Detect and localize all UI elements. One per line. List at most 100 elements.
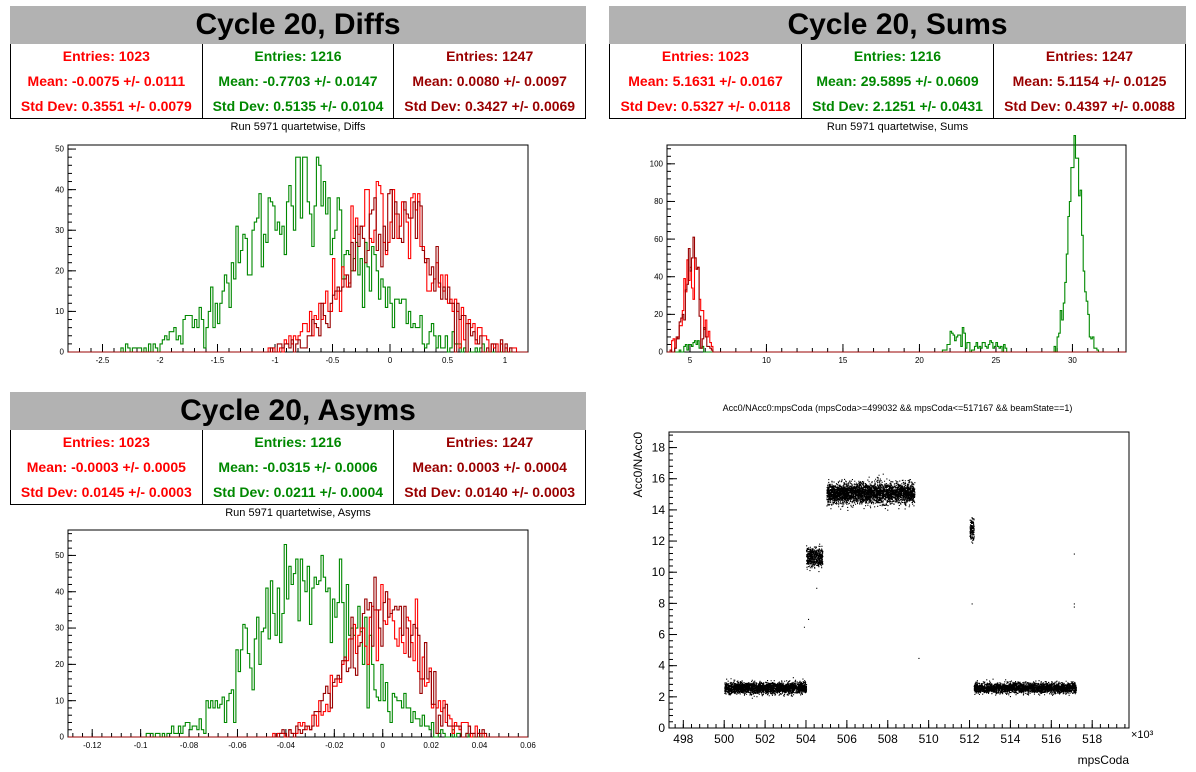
x-tick-label: 502 xyxy=(755,732,775,746)
hist-series-2 xyxy=(667,236,1126,353)
y-tick-label: 0 xyxy=(658,721,665,735)
entries-text: Entries: 1023 xyxy=(62,48,150,64)
x-tick-label: 500 xyxy=(714,732,734,746)
x-axis-label: mpsCoda xyxy=(1078,753,1130,767)
x-tick-label: 0.02 xyxy=(423,741,439,750)
hist-series-2 xyxy=(68,189,528,353)
sums-stats-box: Entries: 1023 Mean: 5.1631 +/- 0.0167 St… xyxy=(609,44,1186,119)
x-multiplier-label: ×10³ xyxy=(1131,729,1154,741)
stats-cell-green: Entries: 1216 Mean: -0.0315 +/- 0.0006 S… xyxy=(201,430,394,504)
stddev-text: Std Dev: 0.5135 +/- 0.0104 xyxy=(212,98,384,114)
scatter-points xyxy=(724,473,1077,699)
y-tick-label: 16 xyxy=(652,472,666,486)
x-tick-label: -0.08 xyxy=(180,741,199,750)
diffs-stats-box: Entries: 1023 Mean: -0.0075 +/- 0.0111 S… xyxy=(10,44,586,119)
entries-text: Entries: 1247 xyxy=(446,48,534,64)
y-tick-label: 10 xyxy=(55,307,64,316)
x-tick-label: -1.5 xyxy=(211,356,225,365)
entries-text: Entries: 1216 xyxy=(254,48,342,64)
y-tick-label: 18 xyxy=(652,441,666,455)
x-tick-label: -0.5 xyxy=(326,356,340,365)
entries-text: Entries: 1216 xyxy=(254,434,342,450)
x-tick-label: 516 xyxy=(1041,732,1061,746)
mean-text: Mean: -0.0003 +/- 0.0005 xyxy=(26,459,186,475)
entries-text: Entries: 1023 xyxy=(661,48,750,64)
scatter-plot: 498 500 502 504 506 508 510 512 514 516 518 0 2 4 6 8 10… xyxy=(631,431,1154,767)
y-tick-label: 10 xyxy=(652,565,666,579)
y-tick-label: 80 xyxy=(654,197,663,206)
y-tick-label: 60 xyxy=(654,235,663,244)
mean-text: Mean: 5.1631 +/- 0.0167 xyxy=(628,73,783,89)
y-tick-label: 20 xyxy=(654,310,663,319)
y-tick-label: 8 xyxy=(658,596,665,610)
y-tick-label: 14 xyxy=(652,503,666,517)
plot-frame xyxy=(67,529,529,738)
x-tick-label: -2.5 xyxy=(96,356,110,365)
stddev-text: Std Dev: 2.1251 +/- 0.0431 xyxy=(812,98,983,114)
y-axis-label: Acc0/NAcc0 xyxy=(631,432,645,498)
x-tick-label: -0.02 xyxy=(325,741,344,750)
x-tick-label: 498 xyxy=(673,732,693,746)
scatter-title: Acc0/NAcc0:mpsCoda (mpsCoda>=499032 && m… xyxy=(722,403,1073,413)
hist-series-0 xyxy=(667,135,1126,353)
x-tick-label: 514 xyxy=(1000,732,1020,746)
x-tick-label: 504 xyxy=(796,732,816,746)
hist-series-2 xyxy=(68,576,528,738)
stats-cell-darkred: Entries: 1247 Mean: 5.1154 +/- 0.0125 St… xyxy=(993,44,1185,118)
asyms-stats-box: Entries: 1023 Mean: -0.0003 +/- 0.0005 S… xyxy=(10,430,586,505)
sums-subtitle: Run 5971 quartetwise, Sums xyxy=(826,121,969,133)
x-tick-label: 0.06 xyxy=(520,741,536,750)
mean-text: Mean: 0.0080 +/- 0.0097 xyxy=(412,73,567,89)
stddev-text: Std Dev: 0.3551 +/- 0.0079 xyxy=(20,98,192,114)
x-tick-label: 15 xyxy=(838,356,847,365)
x-tick-label: 10 xyxy=(762,356,771,365)
y-tick-label: 30 xyxy=(55,624,64,633)
y-tick-label: 20 xyxy=(55,660,64,669)
hist-series-0 xyxy=(68,543,528,738)
mean-text: Mean: -0.0075 +/- 0.0111 xyxy=(27,73,186,89)
entries-text: Entries: 1216 xyxy=(853,48,942,64)
stats-cell-red: Entries: 1023 Mean: -0.0003 +/- 0.0005 S… xyxy=(11,430,202,504)
x-tick-label: 510 xyxy=(919,732,939,746)
stddev-text: Std Dev: 0.4397 +/- 0.0088 xyxy=(1004,98,1175,114)
x-tick-label: 5 xyxy=(688,356,693,365)
asyms-subtitle: Run 5971 quartetwise, Asyms xyxy=(225,507,371,519)
y-tick-label: 0 xyxy=(659,348,664,357)
x-tick-label: -2 xyxy=(156,356,164,365)
x-tick-label: 0.04 xyxy=(472,741,488,750)
hist-series-1 xyxy=(68,180,528,353)
x-tick-label: 20 xyxy=(915,356,924,365)
asyms-title: Cycle 20, Asyms xyxy=(10,392,586,430)
x-tick-label: 512 xyxy=(960,732,980,746)
entries-text: Entries: 1247 xyxy=(1045,48,1134,64)
stats-cell-red: Entries: 1023 Mean: -0.0075 +/- 0.0111 S… xyxy=(11,44,202,118)
stats-cell-red: Entries: 1023 Mean: 5.1631 +/- 0.0167 St… xyxy=(610,44,801,118)
x-tick-label: 0 xyxy=(388,356,393,365)
entries-text: Entries: 1023 xyxy=(62,434,150,450)
sums-title: Cycle 20, Sums xyxy=(609,6,1186,44)
mean-text: Mean: 5.1154 +/- 0.0125 xyxy=(1012,73,1167,89)
y-tick-label: 30 xyxy=(55,226,64,235)
diffs-subtitle: Run 5971 quartetwise, Diffs xyxy=(230,121,366,133)
x-tick-label: 0.5 xyxy=(442,356,454,365)
hist-series-0 xyxy=(68,156,528,353)
y-tick-label: 40 xyxy=(55,587,64,596)
y-tick-label: 0 xyxy=(60,733,65,742)
x-tick-label: 30 xyxy=(1068,356,1077,365)
sums-histogram: 5 10 15 20 25 30 0 20 40 60 80 100 xyxy=(650,135,1127,365)
y-tick-label: 50 xyxy=(55,145,64,154)
x-tick-label: 0 xyxy=(381,741,386,750)
mean-text: Mean: -0.7703 +/- 0.0147 xyxy=(218,73,378,89)
y-tick-label: 10 xyxy=(55,696,64,705)
stats-cell-green: Entries: 1216 Mean: -0.7703 +/- 0.0147 S… xyxy=(201,44,394,118)
plot-frame xyxy=(666,144,1127,353)
stats-cell-darkred: Entries: 1247 Mean: 0.0003 +/- 0.0004 St… xyxy=(393,430,585,504)
x-tick-label: -0.06 xyxy=(228,741,247,750)
x-tick-label: 506 xyxy=(837,732,857,746)
y-tick-label: 50 xyxy=(55,551,64,560)
stats-cell-darkred: Entries: 1247 Mean: 0.0080 +/- 0.0097 St… xyxy=(393,44,585,118)
stddev-text: Std Dev: 0.5327 +/- 0.0118 xyxy=(620,98,791,114)
stddev-text: Std Dev: 0.0211 +/- 0.0004 xyxy=(212,484,384,500)
x-tick-label: -0.1 xyxy=(134,741,148,750)
y-tick-label: 20 xyxy=(55,266,64,275)
